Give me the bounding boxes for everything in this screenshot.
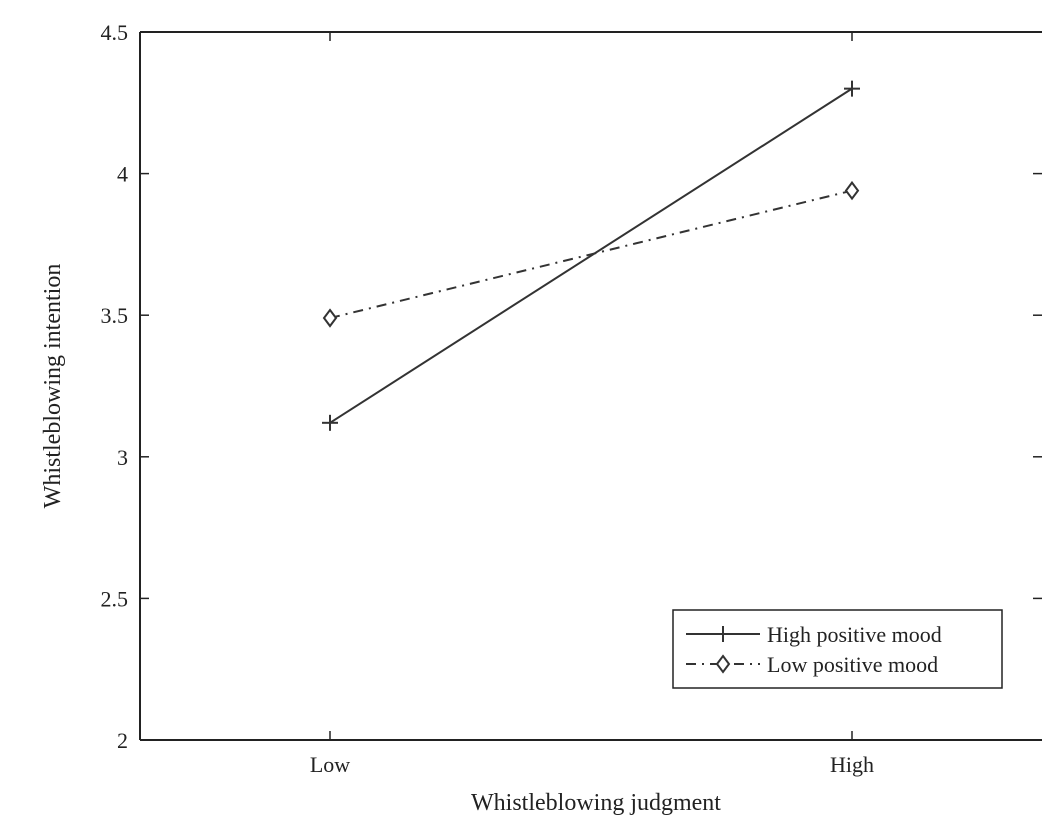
y-tick-label: 3	[117, 445, 128, 470]
y-tick-label: 2	[117, 728, 128, 753]
legend-label-1: High positive mood	[767, 622, 942, 647]
y-axis-title: Whistleblowing intention	[40, 264, 66, 509]
y-tick-label: 3.5	[101, 303, 129, 328]
series-line-2	[330, 191, 852, 318]
x-tick-label: Low	[310, 752, 350, 777]
legend: High positive mood Low positive mood	[673, 610, 1002, 688]
data-series	[322, 81, 860, 431]
data-point-diamond	[324, 310, 336, 326]
series-line-1	[330, 89, 852, 423]
x-axis-title: Whistleblowing judgment	[471, 790, 721, 816]
y-tick-label: 4.5	[101, 20, 129, 45]
data-point-plus	[844, 81, 860, 97]
y-tick-label: 2.5	[101, 586, 129, 611]
legend-label-2: Low positive mood	[767, 652, 938, 677]
data-point-plus	[322, 415, 338, 431]
x-tick-label: High	[830, 752, 874, 777]
y-tick-label: 4	[117, 162, 128, 187]
data-point-diamond	[846, 183, 858, 199]
